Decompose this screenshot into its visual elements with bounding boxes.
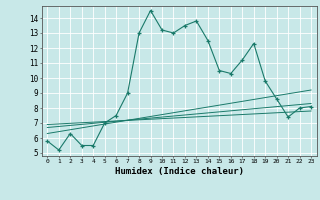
X-axis label: Humidex (Indice chaleur): Humidex (Indice chaleur): [115, 167, 244, 176]
